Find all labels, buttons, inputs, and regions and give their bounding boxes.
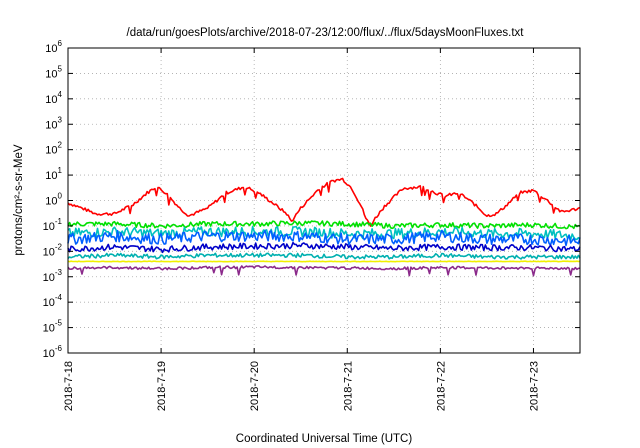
y-tick-label: 10-3 xyxy=(43,268,63,284)
plot-area xyxy=(67,177,581,277)
y-tick-label: 10-2 xyxy=(43,242,63,258)
series-line xyxy=(67,225,581,241)
y-tick-label: 100 xyxy=(45,192,62,208)
series-line xyxy=(67,260,580,263)
y-axis: 10-6 10-5 10-4 10-3 10-2 10-1 100 101 102 103 104 1… xyxy=(43,39,580,360)
y-tick-label: 104 xyxy=(45,90,62,106)
grid xyxy=(68,48,580,353)
y-tick-label: 103 xyxy=(45,115,62,131)
y-tick-label: 10-4 xyxy=(43,293,63,309)
x-tick-label: 2018-7-19 xyxy=(156,361,168,411)
x-tick-label: 2018-7-22 xyxy=(435,361,447,411)
series-line xyxy=(67,241,581,254)
series-line xyxy=(67,177,581,227)
x-tick-label: 2018-7-20 xyxy=(249,361,261,411)
series-line xyxy=(67,252,581,260)
x-tick-label: 2018-7-21 xyxy=(342,361,354,411)
series-line xyxy=(67,265,581,277)
y-tick-label: 10-5 xyxy=(43,319,63,335)
series-line xyxy=(67,229,581,247)
y-tick-label: 101 xyxy=(45,166,62,182)
y-tick-label: 102 xyxy=(45,141,62,157)
series-line xyxy=(67,220,581,230)
chart-title: /data/run/goesPlots/archive/2018-07-23/1… xyxy=(127,27,525,39)
y-axis-label: protons/cm²-s-sr-MeV xyxy=(13,144,25,256)
y-tick-label: 105 xyxy=(45,64,62,80)
y-tick-label: 10-1 xyxy=(43,217,63,233)
x-axis: 2018-7-18 2018-7-19 2018-7-20 2018-7-21 2018… xyxy=(63,48,540,411)
x-tick-label: 2018-7-23 xyxy=(528,361,540,411)
y-tick-label: 106 xyxy=(45,39,62,55)
x-axis-label: Coordinated Universal Time (UTC) xyxy=(236,433,413,445)
y-tick-label: 10-6 xyxy=(43,344,63,360)
x-tick-label: 2018-7-18 xyxy=(63,361,75,411)
